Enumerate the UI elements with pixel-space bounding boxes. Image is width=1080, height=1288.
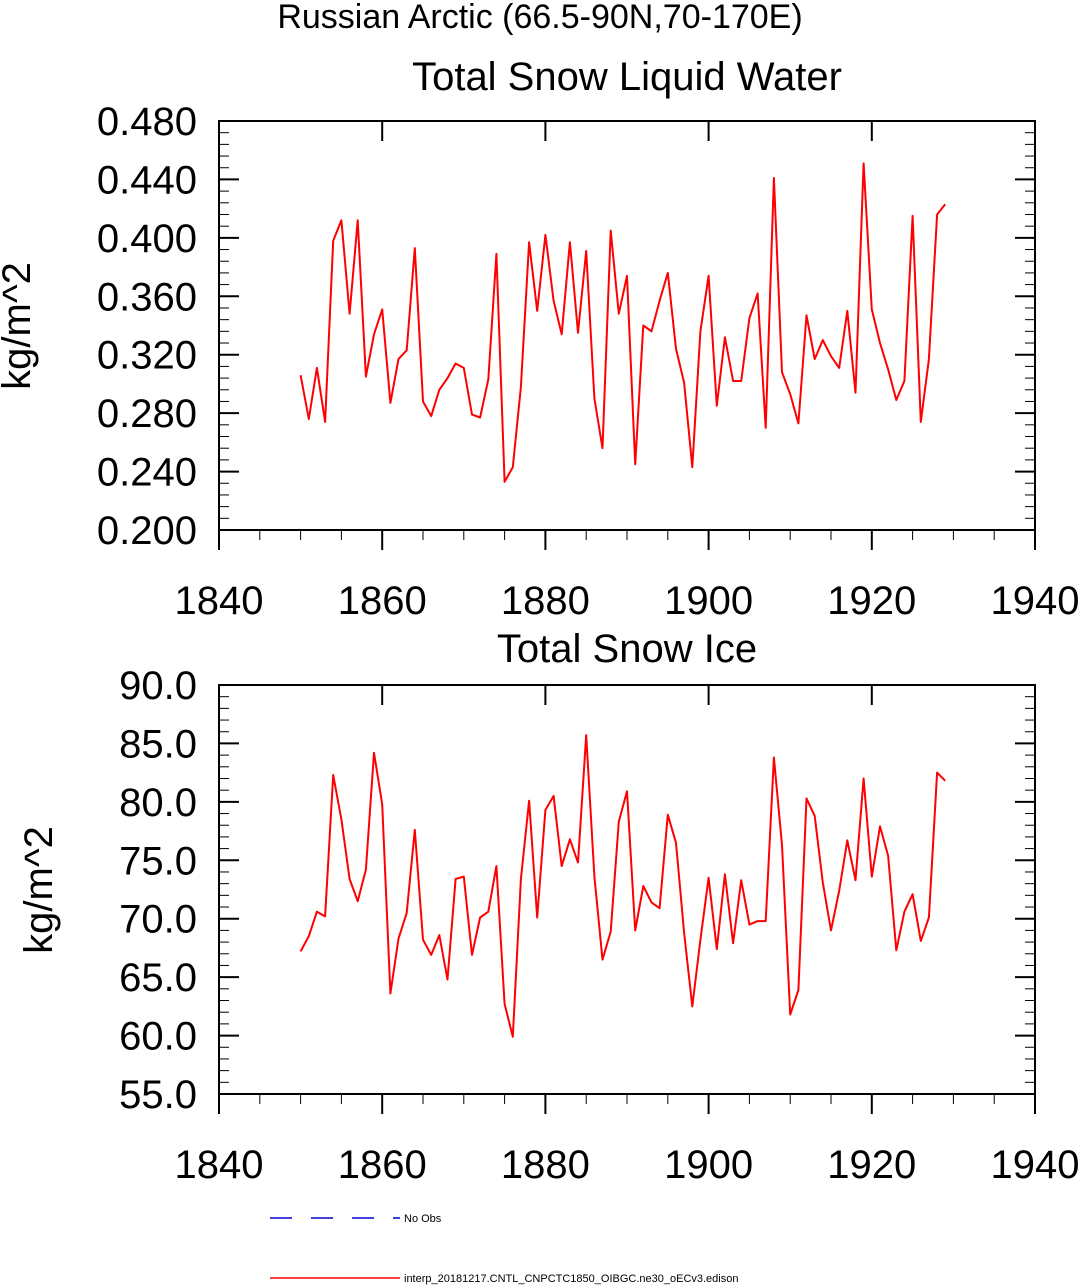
plot-frame [218,684,1036,1095]
x-tick-label: 1900 [664,579,753,623]
series-line-model [299,734,946,1038]
page-title: Russian Arctic (66.5-90N,70-170E) [277,0,802,36]
y-axis-label: kg/m^2 [17,826,61,954]
y-tick-label: 0.200 [97,509,197,553]
legend: No Obs interp_20181217.CNTL_CNPCTC1850_OI… [270,1213,738,1285]
series-line-model [299,162,946,483]
x-tick-label: 1900 [664,1143,753,1187]
y-tick-label: 0.240 [97,451,197,495]
y-tick-label: 0.360 [97,275,197,319]
x-tick-label: 1840 [175,1143,264,1187]
plot-frame [218,120,1036,531]
x-tick-label: 1880 [501,1143,590,1187]
x-tick-label: 1860 [338,1143,427,1187]
chart-title: Total Snow Ice [497,627,757,671]
y-tick-label: 75.0 [119,839,197,883]
panel-snow-liquid-water: Total Snow Liquid Water kg/m^2 0.200 0.24… [0,55,1079,623]
y-tick-label: 60.0 [119,1015,197,1059]
y-tick-label: 0.400 [97,217,197,261]
x-tick-label: 1880 [501,579,590,623]
y-tick-label: 0.320 [97,334,197,378]
y-tick-label: 65.0 [119,956,197,1000]
y-axis-label: kg/m^2 [0,262,39,390]
y-tick-label: 90.0 [119,664,197,708]
x-tick-label: 1840 [175,579,264,623]
y-tick-label: 0.280 [97,392,197,436]
y-tick-label: 80.0 [119,781,197,825]
y-tick-label: 85.0 [119,722,197,766]
panel-snow-ice: Total Snow Ice kg/m^2 55.0 60.0 65.0 70.0 75… [17,627,1079,1187]
x-tick-label: 1920 [827,579,916,623]
x-tick-label: 1920 [827,1143,916,1187]
y-tick-label: 0.480 [97,100,197,144]
x-tick-label: 1860 [338,579,427,623]
y-tick-label: 0.440 [97,158,197,202]
chart-title: Total Snow Liquid Water [412,55,842,99]
legend-label: interp_20181217.CNTL_CNPCTC1850_OIBGC.ne… [404,1273,738,1285]
legend-label: No Obs [404,1213,442,1225]
x-tick-label: 1940 [991,1143,1080,1187]
y-tick-label: 55.0 [119,1073,197,1117]
x-tick-label: 1940 [991,579,1080,623]
y-tick-label: 70.0 [119,898,197,942]
